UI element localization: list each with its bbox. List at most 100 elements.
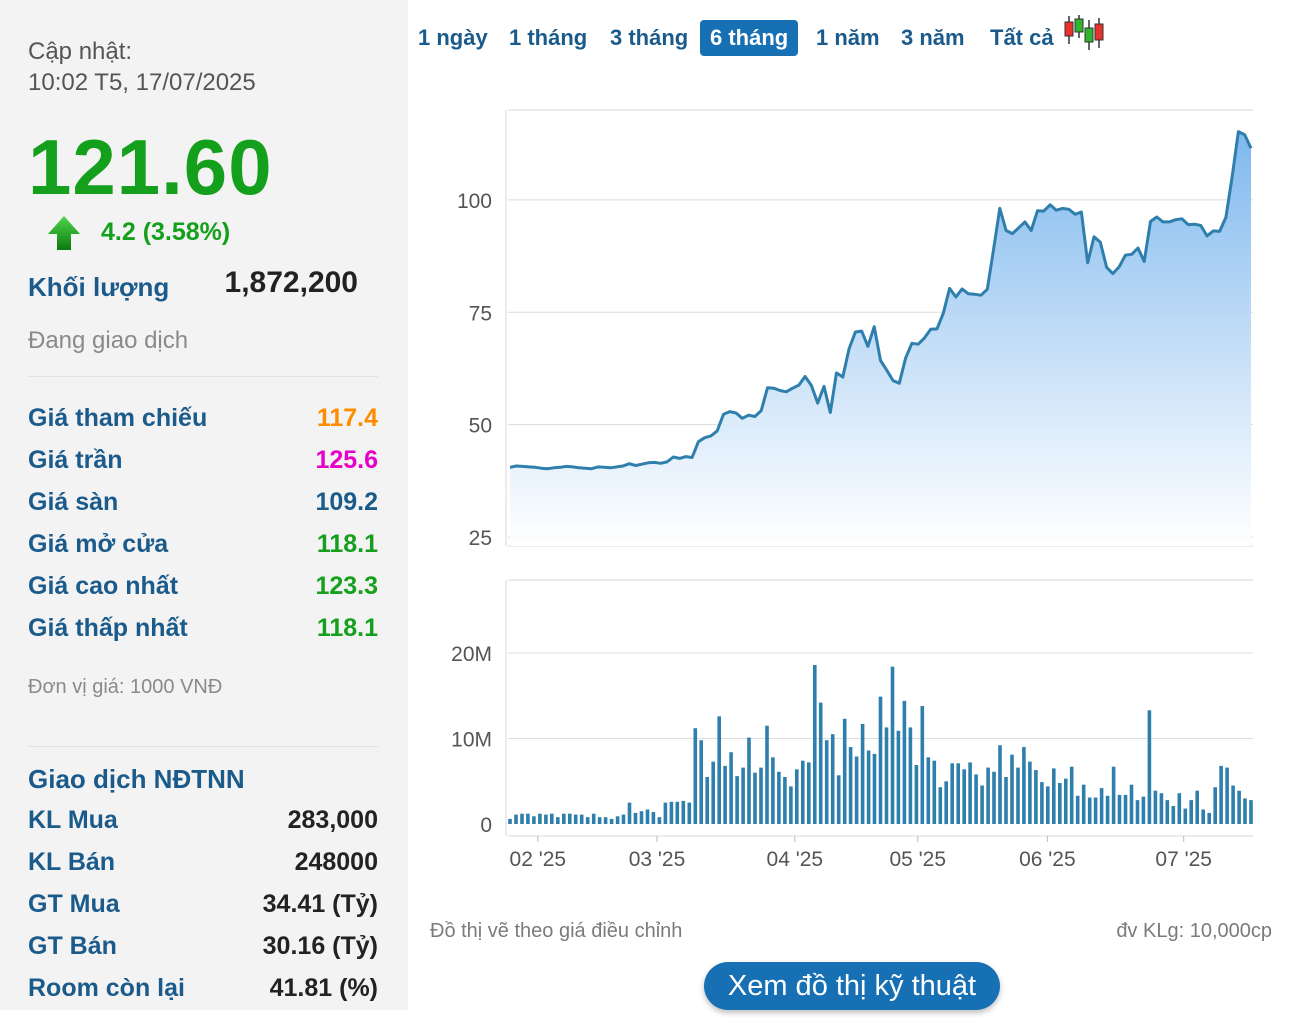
foreign-row-sell-volume: KL Bán 248000: [28, 848, 378, 882]
volume-label: Khối lượng: [28, 272, 170, 302]
volume-bar: [1093, 797, 1098, 824]
volume-bar: [1028, 761, 1032, 824]
volume-bar: [789, 786, 793, 824]
foreign-value: 30.16 (Tỷ): [262, 932, 378, 960]
volume-bar: [573, 814, 578, 824]
stock-chart: 25 50 75 100 0 10M 20M 02 '25 03 '25 04 '25 05 '…: [451, 109, 1253, 871]
divider: [28, 746, 378, 747]
update-info: Cập nhật: 10:02 T5, 17/07/2025: [28, 36, 256, 98]
update-time: 10:02 T5, 17/07/2025: [28, 69, 256, 96]
stat-row-low: Giá thấp nhất 118.1: [28, 614, 378, 648]
volume-bar: [950, 763, 954, 824]
volume-bar: [753, 772, 757, 824]
volume-bar: [705, 777, 709, 824]
volume-bar: [759, 767, 763, 824]
volume-bar: [938, 787, 943, 824]
volume-bar: [1147, 710, 1152, 824]
x-tick-label: 02 '25: [510, 848, 567, 871]
volume-bar: [1075, 795, 1080, 824]
volume-bar: [1231, 785, 1235, 824]
volume-bar: [1034, 770, 1038, 824]
volume-bar: [568, 813, 572, 824]
foreign-label: GT Bán: [28, 932, 117, 960]
volume-bar: [663, 802, 668, 824]
foreign-label: KL Mua: [28, 806, 118, 834]
tab-all[interactable]: Tất cả: [990, 25, 1054, 50]
volume-bar: [562, 813, 566, 824]
volume-bar: [741, 767, 745, 824]
volume-bar: [609, 818, 614, 824]
price-area: [510, 131, 1251, 546]
volume-bar: [818, 702, 823, 824]
y-tick-label: 20M: [451, 643, 492, 666]
y-tick-label: 100: [457, 190, 492, 213]
foreign-value: 34.41 (Tỷ): [262, 890, 378, 918]
tab-1-day[interactable]: 1 ngày: [418, 25, 488, 50]
volume-bar: [1225, 767, 1229, 824]
volume-bar: [986, 767, 990, 824]
volume-bar: [974, 774, 978, 824]
volume-bar: [998, 745, 1002, 824]
tab-6-months[interactable]: 6 tháng: [700, 20, 799, 56]
volume-bar: [735, 776, 739, 824]
volume-bar: [621, 814, 626, 824]
x-tick-label: 06 '25: [1019, 848, 1076, 871]
volume-bar: [1040, 782, 1044, 824]
volume-bar: [597, 817, 602, 824]
stat-value: 117.4: [316, 404, 378, 432]
volume-bar: [1219, 765, 1223, 824]
volume-bar: [1069, 766, 1074, 824]
volume-bar: [639, 811, 644, 824]
volume-bar: [687, 802, 692, 824]
volume-bar: [633, 812, 638, 824]
volume-bar: [1207, 812, 1211, 824]
volume-bar: [1081, 784, 1086, 824]
volume-bar: [717, 716, 721, 824]
y-tick-label: 0: [480, 814, 492, 837]
volume-bar: [842, 718, 847, 824]
volume-bar: [747, 737, 751, 824]
volume-bar: [645, 809, 650, 824]
volume-bar: [603, 817, 608, 824]
current-price: 121.60: [28, 123, 273, 211]
x-tick-label: 07 '25: [1155, 848, 1212, 871]
volume-bar: [532, 816, 536, 824]
volume-bar: [681, 800, 686, 824]
volume-bar: [514, 814, 518, 824]
volume-bar: [1058, 783, 1062, 824]
stat-row-floor: Giá sàn 109.2: [28, 488, 378, 522]
tab-1-month[interactable]: 1 tháng: [509, 25, 588, 50]
stat-value: 118.1: [316, 530, 378, 558]
tab-3-years[interactable]: 3 năm: [901, 25, 965, 50]
volume-bar: [777, 771, 781, 824]
tab-1-year[interactable]: 1 năm: [816, 25, 880, 50]
volume-bar: [795, 769, 799, 824]
arrow-up-icon: [48, 216, 80, 250]
y-tick-label: 25: [469, 527, 492, 550]
y-tick-label: 10M: [451, 729, 492, 752]
volume-bar: [1016, 767, 1020, 824]
adjusted-price-note: Đồ thị vẽ theo giá điều chỉnh: [430, 920, 683, 942]
price-unit-note: Đơn vị giá: 1000 VNĐ: [28, 676, 223, 698]
foreign-value: 248000: [294, 848, 378, 876]
volume-bar: [968, 762, 972, 824]
volume-bar: [980, 785, 984, 824]
volume-bar: [1249, 800, 1253, 824]
volume-bar: [1183, 808, 1188, 824]
volume-bar: [1010, 754, 1014, 824]
stat-label: Giá mở cửa: [28, 530, 169, 558]
volume-bar: [807, 762, 811, 824]
x-tick-label: 05 '25: [889, 848, 946, 871]
candlestick-icon[interactable]: [1062, 14, 1104, 52]
tab-3-months[interactable]: 3 tháng: [610, 25, 689, 50]
stat-label: Giá trần: [28, 446, 123, 474]
technical-chart-button[interactable]: Xem đồ thị kỹ thuật: [704, 962, 1000, 1010]
volume-value: 1,872,200: [224, 266, 358, 299]
volume-bar: [1189, 800, 1193, 824]
volume-bar: [824, 740, 829, 824]
volume-bar: [962, 769, 966, 824]
volume-bar: [902, 700, 907, 824]
foreign-trading-title: Giao dịch NĐTNN: [28, 764, 245, 794]
volume-bar: [1195, 790, 1199, 824]
volume-bar: [651, 812, 656, 824]
